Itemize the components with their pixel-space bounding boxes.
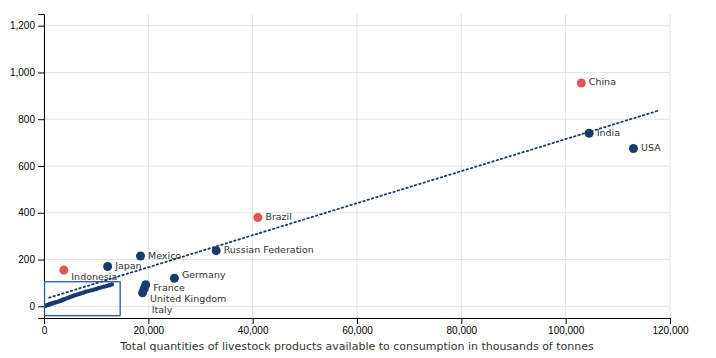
y-axis: 0 200 400 600 800 1,000 1,200 [10, 15, 45, 319]
tick: 0 [42, 318, 48, 336]
tick: 600 [18, 161, 44, 172]
tick-mark [670, 318, 671, 324]
tick-mark [253, 318, 254, 324]
axis-line [38, 15, 45, 319]
plot-area [44, 78, 660, 315]
point [253, 213, 262, 222]
highlight-box [45, 282, 121, 316]
grid-line [44, 306, 670, 307]
tick-label: 400 [18, 207, 35, 218]
point-label: Italy [152, 304, 173, 315]
tick-label: 40,000 [238, 325, 269, 336]
tick: 120,000 [652, 318, 689, 336]
point-label: Japan [114, 260, 142, 271]
tick-label: 1,000 [10, 67, 35, 78]
point-label: Brazil [265, 211, 292, 222]
grid-line [44, 72, 670, 73]
tick-mark [38, 26, 44, 27]
point-label: Russian Federation [224, 244, 314, 255]
point-label: China [589, 76, 616, 87]
point [577, 78, 586, 87]
point-label: France [153, 282, 185, 293]
point-label: Indonesia [71, 271, 117, 282]
tick: 100,000 [548, 318, 585, 336]
axis-line [45, 319, 671, 325]
tick-mark [566, 318, 567, 324]
grid [44, 14, 670, 318]
tick-label: 0 [42, 325, 48, 336]
grid-line [44, 212, 670, 213]
tick-label: 1,200 [10, 20, 35, 31]
tick: 400 [18, 207, 44, 218]
tick-mark [38, 119, 44, 120]
tick-label: 80,000 [447, 325, 478, 336]
grid-line [44, 119, 670, 120]
trend-line [49, 110, 659, 297]
tick: 1,200 [10, 20, 44, 31]
grid-line [44, 166, 670, 167]
point-label: Mexico [148, 250, 181, 261]
x-axis-title: Total quantities of livestock products a… [119, 340, 594, 353]
tick-mark [38, 306, 44, 307]
point [629, 144, 638, 153]
tick: 60,000 [342, 318, 373, 336]
point-labels: IndonesiaJapan MexicoGermany France ItalyUn… [71, 76, 661, 315]
grid-line [44, 25, 670, 26]
tick-mark [38, 166, 44, 167]
tick-mark [148, 318, 149, 324]
tick-label: 200 [18, 254, 35, 265]
point [103, 262, 112, 271]
tick-mark [357, 318, 358, 324]
point-label: India [597, 127, 620, 138]
point [110, 282, 114, 286]
point [138, 288, 147, 297]
tick-label: 100,000 [548, 325, 585, 336]
point [585, 129, 594, 138]
chart: 020,00040,00060,00080,000100,000120,0000… [0, 0, 716, 358]
tick-label: 120,000 [652, 325, 689, 336]
tick: 40,000 [238, 318, 269, 336]
tick-label: 0 [29, 301, 35, 312]
tick-mark [38, 260, 44, 261]
tick-label: 60,000 [342, 325, 373, 336]
tick: 80,000 [447, 318, 478, 336]
tick: 1,000 [10, 67, 44, 78]
tick: 200 [18, 254, 44, 265]
point [59, 266, 68, 275]
tick-mark [38, 213, 44, 214]
tick-mark [461, 318, 462, 324]
tick-label: 800 [18, 114, 35, 125]
tick-mark [38, 72, 44, 73]
tick: 800 [18, 114, 44, 125]
point-label: USA [641, 142, 661, 153]
tick-label: 600 [18, 161, 35, 172]
point-label: United Kingdom [150, 293, 226, 304]
tick-label: 20,000 [134, 325, 165, 336]
point-label: Germany [182, 269, 226, 280]
tick: 20,000 [134, 318, 165, 336]
x-axis: 0 20,000 40,000 60,000 80,000 100,000 120,000 [42, 318, 689, 336]
tick: 0 [29, 301, 44, 312]
point [212, 246, 221, 255]
